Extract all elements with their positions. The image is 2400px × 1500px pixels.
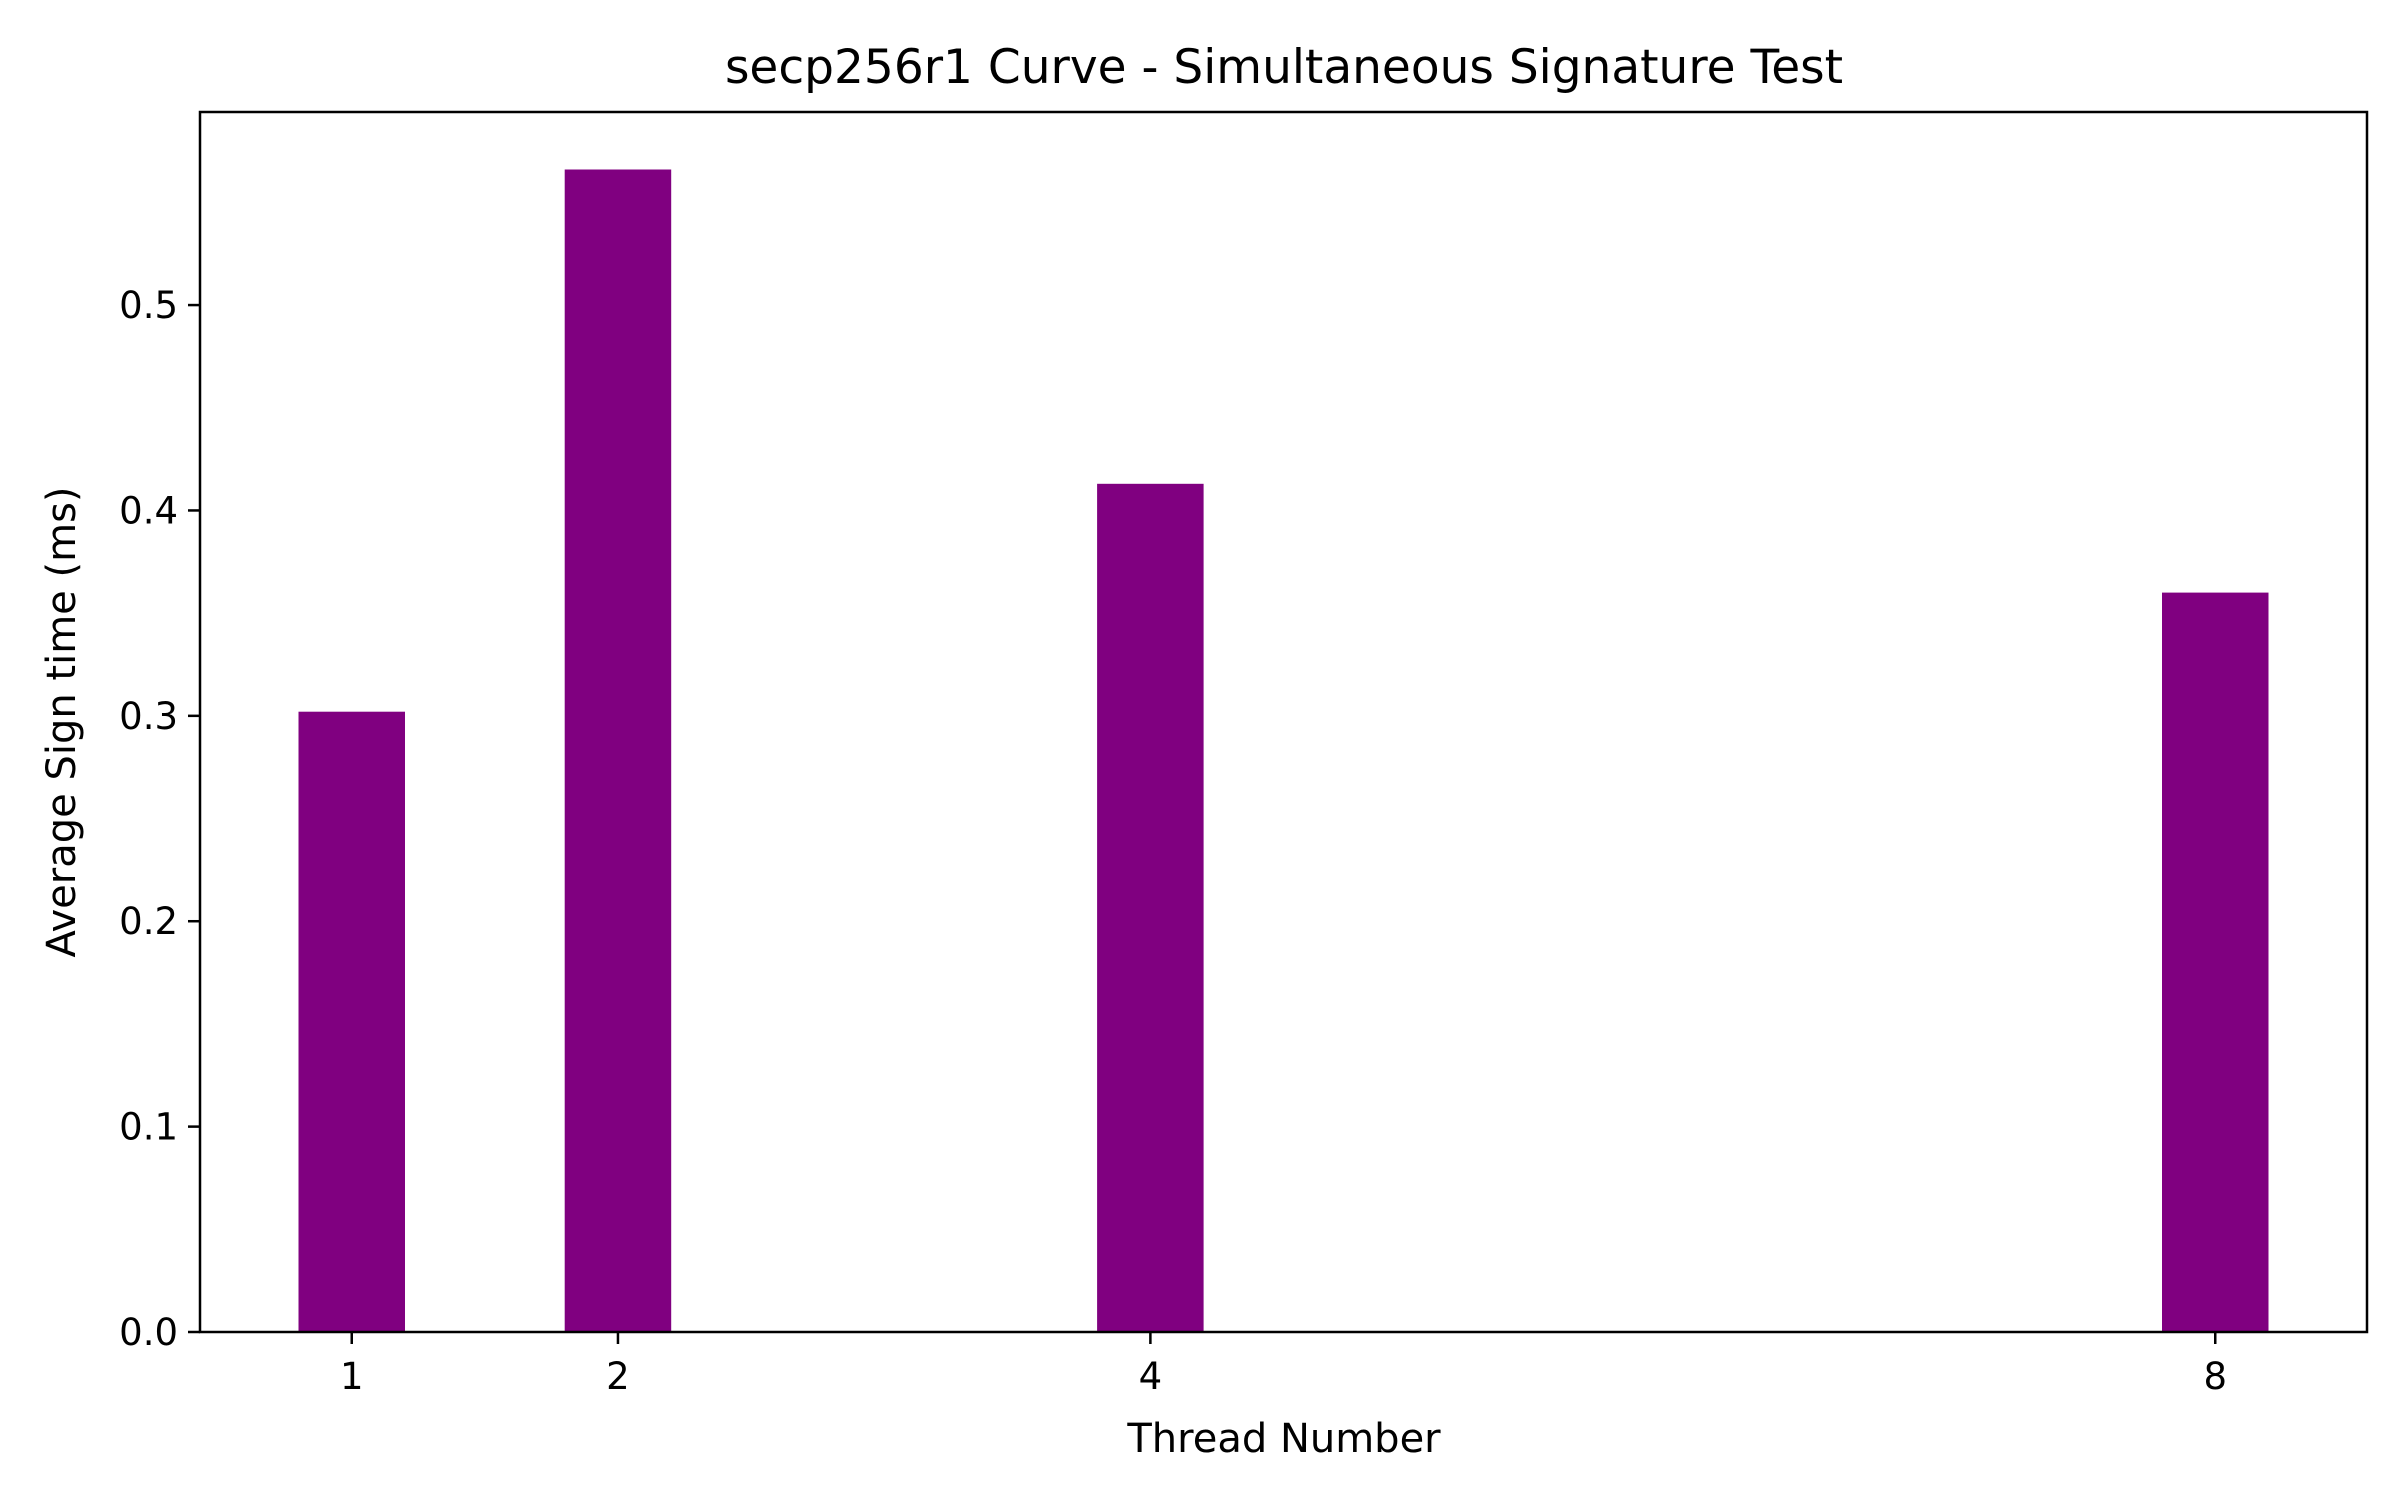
x-tick-label: 8 — [2203, 1355, 2227, 1398]
y-axis-ticks: 0.0 0.1 0.2 0.3 0.4 0.5 — [119, 284, 200, 1354]
bars — [298, 169, 2269, 1332]
y-tick-label: 0.1 — [119, 1106, 178, 1149]
x-axis-ticks: 1 2 4 8 — [340, 1332, 2227, 1398]
x-tick-label: 4 — [1139, 1355, 1163, 1398]
y-axis-label: Average Sign time (ms) — [39, 486, 85, 957]
x-tick-label: 2 — [606, 1355, 630, 1398]
chart-title: secp256r1 Curve - Simultaneous Signature… — [725, 40, 1843, 95]
bar-thread-1 — [298, 711, 405, 1332]
bar-thread-8 — [2162, 592, 2269, 1332]
plot-area — [198, 110, 2369, 1334]
y-tick-label: 0.2 — [119, 900, 178, 943]
axes-frame — [198, 110, 2369, 1334]
bar-thread-4 — [1097, 483, 1204, 1332]
x-axis-label: Thread Number — [1126, 1416, 1441, 1462]
y-tick-label: 0.3 — [119, 695, 178, 738]
y-tick-label: 0.5 — [119, 284, 178, 327]
y-tick-label: 0.4 — [119, 489, 178, 532]
x-tick-label: 1 — [340, 1355, 364, 1398]
y-tick-label: 0.0 — [119, 1311, 178, 1354]
bar-thread-2 — [564, 169, 672, 1332]
